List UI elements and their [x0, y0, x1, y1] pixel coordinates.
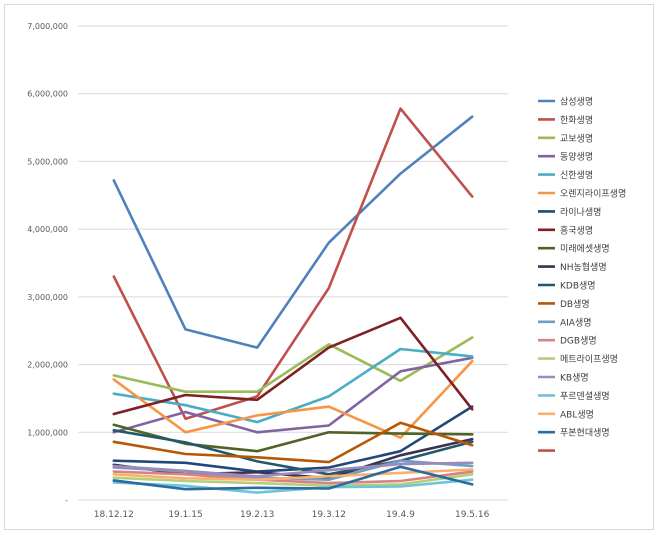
x-tick-label-5: 19.5.16 [455, 510, 490, 520]
y-tick-label-0: - [65, 496, 68, 505]
y-tick-label-2: 2,000,000 [27, 361, 68, 370]
series-line-2 [112, 336, 474, 394]
gridlines [78, 25, 508, 501]
legend-label-2: 교보생명 [560, 133, 593, 144]
y-tick-label-5: 5,000,000 [27, 157, 68, 166]
legend-label-5: 오렌지라이프생명 [560, 189, 626, 200]
legend-label-13: DGB생명 [560, 336, 597, 347]
legend-label-4: 신한생명 [560, 170, 593, 181]
legend-label-6: 라이나생명 [560, 207, 601, 218]
series-line-1 [112, 107, 474, 421]
legend-label-12: AIA생명 [560, 317, 592, 328]
series-line-7 [112, 316, 474, 416]
x-tick-label-1: 19.1.15 [168, 510, 202, 520]
y-tick-label-3: 3,000,000 [27, 293, 68, 302]
series-line-0 [112, 115, 474, 349]
legend-label-8: 미래에셋생명 [560, 244, 610, 255]
y-tick-label-4: 4,000,000 [27, 225, 68, 234]
y-tick-label-1: 1,000,000 [27, 428, 68, 437]
series-line-4 [112, 347, 474, 424]
series-line-3 [112, 356, 474, 434]
legend-label-17: ABL생명 [560, 409, 594, 420]
y-tick-label-6: 6,000,000 [27, 90, 68, 99]
x-axis: 18.12.12 19.1.15 19.2.13 19.3.12 19.4.9 19.5.… [94, 510, 490, 520]
legend-label-0: 삼성생명 [560, 97, 593, 108]
series-line-14 [112, 472, 474, 488]
legend-label-1: 한화생명 [560, 115, 593, 126]
series-line-13 [112, 470, 474, 485]
legend-label-14: 메트라이프생명 [560, 354, 618, 365]
legend-label-11: DB생명 [560, 299, 590, 310]
y-axis: - 1,000,000 2,000,000 3,000,000 4,000,000 5,0… [27, 22, 68, 505]
series-lines [112, 107, 474, 494]
series-line-6 [112, 405, 474, 473]
series-line-10 [112, 428, 474, 476]
series-line-17 [112, 468, 474, 482]
series-line-18 [112, 465, 474, 491]
legend-label-16: 푸르덴셜생명 [560, 391, 610, 402]
legend-label-7: 흥국생명 [560, 224, 593, 236]
x-tick-label-0: 18.12.12 [94, 510, 134, 520]
series-line-16 [112, 478, 474, 494]
x-tick-label-4: 19.4.9 [386, 510, 415, 520]
legend-label-10: KDB생명 [560, 281, 596, 292]
legend: 삼성생명한화생명교보생명동양생명신한생명오렌지라이프생명라이나생명흥국생명미래에… [538, 97, 626, 452]
y-tick-label-7: 7,000,000 [27, 22, 68, 31]
x-tick-label-3: 19.3.12 [312, 510, 346, 520]
legend-label-18: 푸본현대생명 [560, 428, 610, 439]
legend-label-9: NH농협생명 [560, 261, 607, 273]
series-line-5 [112, 359, 474, 440]
legend-label-15: KB생명 [560, 373, 589, 384]
legend-label-3: 동양생명 [560, 152, 593, 163]
series-line-11 [112, 421, 474, 464]
series-line-15 [112, 461, 474, 478]
x-tick-label-2: 19.2.13 [240, 510, 274, 520]
